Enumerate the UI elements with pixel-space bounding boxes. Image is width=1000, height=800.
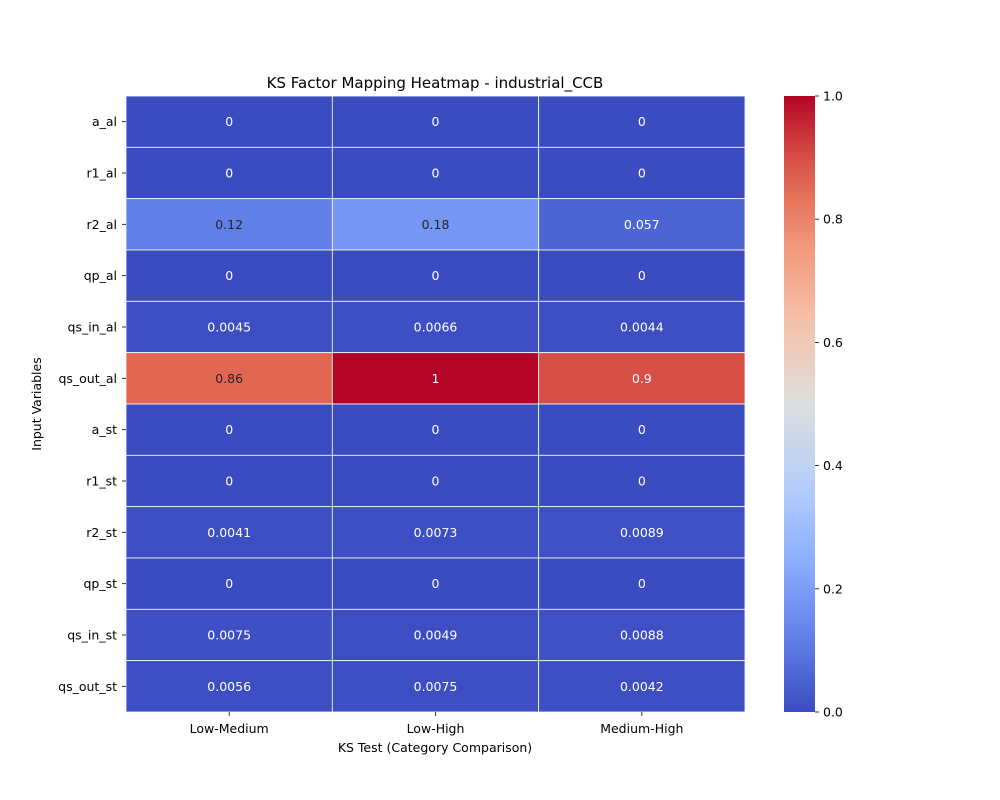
- colorbar-tick-label: 0.2: [823, 581, 843, 596]
- heatmap-cell: [331, 352, 540, 405]
- x-axis-label: KS Test (Category Comparison): [338, 740, 532, 755]
- row-tick-label: qs_out_al: [58, 371, 117, 386]
- cell-value-label: 0: [225, 114, 233, 129]
- cell-value-label: 0: [432, 422, 440, 437]
- heatmap-cell: [125, 95, 333, 148]
- cell-value-label: 0.0089: [620, 525, 664, 540]
- column-tick-label: Low-Medium: [190, 721, 269, 736]
- row-tick-label: a_st: [92, 422, 117, 437]
- cell-value-label: 0: [432, 166, 440, 181]
- row-tick-label: qp_st: [83, 576, 117, 591]
- cell-value-label: 0: [225, 422, 233, 437]
- heatmap-cell: [125, 146, 333, 200]
- row-tick-label: qs_in_st: [67, 628, 117, 643]
- cell-value-label: 0: [638, 166, 646, 181]
- cell-value-label: 0: [432, 268, 440, 283]
- heatmap-cell: [125, 608, 333, 662]
- cell-value-label: 0: [225, 474, 233, 489]
- colorbar-tick-label: 0.0: [823, 705, 843, 720]
- heatmap-cell: [125, 403, 333, 456]
- heatmap-cell: [331, 660, 540, 713]
- cell-value-label: 0.0056: [207, 679, 251, 694]
- cell-value-label: 0: [638, 474, 646, 489]
- cell-value-label: 0.86: [215, 371, 243, 386]
- row-tick-label: a_al: [92, 114, 117, 129]
- cell-value-label: 0.0049: [414, 628, 458, 643]
- colorbar-tick-label: 1.0: [823, 89, 843, 104]
- cell-value-label: 0.0073: [414, 525, 458, 540]
- row-tick-label: qp_al: [84, 268, 117, 283]
- colorbar-tick-label: 0.4: [823, 458, 843, 473]
- cell-value-label: 0.9: [632, 371, 652, 386]
- column-tick-label: Medium-High: [600, 721, 683, 736]
- heatmap-cell: [125, 249, 333, 302]
- cell-value-label: 1: [432, 371, 440, 386]
- heatmap-cell: [331, 454, 540, 508]
- colorbar: 0.0 0.2 0.4 0.6 0.8 1.0: [784, 89, 843, 720]
- cell-value-label: 0.0075: [207, 628, 251, 643]
- heatmap-cell: [331, 403, 540, 456]
- cell-value-label: 0.0088: [620, 628, 664, 643]
- cell-value-label: 0.12: [215, 217, 243, 232]
- heatmap-cell: [538, 249, 746, 302]
- cell-value-label: 0.0075: [414, 679, 458, 694]
- cell-value-label: 0: [432, 474, 440, 489]
- heatmap-cell: [538, 557, 746, 610]
- cell-value-label: 0.057: [624, 217, 660, 232]
- heatmap-cell: [125, 300, 333, 354]
- heatmap-cell: [331, 95, 540, 148]
- heatmap-cell: [538, 403, 746, 456]
- cell-value-label: 0.0042: [620, 679, 664, 694]
- heatmap-cell: [538, 660, 746, 713]
- cell-value-label: 0: [225, 268, 233, 283]
- heatmap-cell: [331, 146, 540, 200]
- heatmap-cell: [538, 300, 746, 354]
- column-tick-labels: Low-Medium Low-High Medium-High: [190, 712, 683, 736]
- row-tick-labels: a_al r1_al r2_al qp_al qs_in_al qs_out_al a_st…: [58, 114, 126, 694]
- colorbar-tick-label: 0.8: [823, 212, 843, 227]
- row-tick-label: r1_al: [87, 166, 117, 181]
- cell-value-label: 0.0044: [620, 320, 664, 335]
- heatmap-cell: [331, 300, 540, 354]
- cell-value-label: 0: [638, 576, 646, 591]
- cell-value-label: 0: [638, 114, 646, 129]
- heatmap-cell: [331, 557, 540, 610]
- heatmap-cell: [331, 198, 540, 251]
- heatmap-cell: [538, 352, 746, 405]
- cell-value-label: 0.0041: [207, 525, 251, 540]
- chart-title: KS Factor Mapping Heatmap - industrial_C…: [267, 74, 604, 93]
- cell-value-label: 0: [638, 268, 646, 283]
- cell-value-label: 0.0045: [207, 320, 251, 335]
- heatmap-cell: [125, 506, 333, 559]
- heatmap-cell: [538, 506, 746, 559]
- cell-value-label: 0: [432, 576, 440, 591]
- heatmap-cells: 0 0 0 0 0 0 0.12 0.18 0.057 0 0 0 0.0045 0.0066 0.0044…: [125, 95, 746, 713]
- colorbar-tick-label: 0.6: [823, 335, 843, 350]
- cell-value-label: 0.18: [422, 217, 450, 232]
- cell-value-label: 0.0066: [414, 320, 458, 335]
- colorbar-gradient: [784, 96, 815, 712]
- row-tick-label: r1_st: [86, 474, 117, 489]
- row-tick-label: r2_st: [86, 525, 117, 540]
- row-tick-label: qs_in_al: [68, 320, 117, 335]
- heatmap-cell: [125, 454, 333, 508]
- column-tick-label: Low-High: [407, 721, 465, 736]
- heatmap-cell: [538, 454, 746, 508]
- cell-value-label: 0: [638, 422, 646, 437]
- heatmap-cell: [538, 146, 746, 200]
- heatmap-cell: [538, 95, 746, 148]
- heatmap-cell: [538, 608, 746, 662]
- cell-value-label: 0: [225, 166, 233, 181]
- row-tick-label: r2_al: [87, 217, 117, 232]
- row-tick-label: qs_out_st: [58, 679, 117, 694]
- heatmap-cell: [125, 557, 333, 610]
- cell-value-label: 0: [432, 114, 440, 129]
- cell-value-label: 0: [225, 576, 233, 591]
- y-axis-label: Input Variables: [29, 357, 44, 450]
